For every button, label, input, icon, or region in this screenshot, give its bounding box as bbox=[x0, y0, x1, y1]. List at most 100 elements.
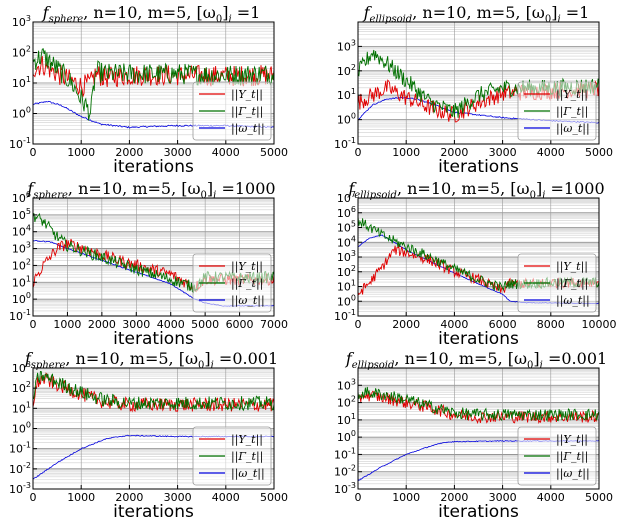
legend: ||Y_t|| ||Γ_t|| ||ω_t|| bbox=[192, 253, 272, 313]
y-tick-label: 103 bbox=[337, 38, 356, 53]
x-tick-label: 0 bbox=[355, 146, 362, 159]
legend-box bbox=[192, 253, 272, 313]
x-tick-label: 3000 bbox=[489, 491, 517, 504]
y-tick-label: 10-1 bbox=[334, 308, 356, 323]
y-tick-label: 10-1 bbox=[334, 446, 356, 461]
axes-frame bbox=[357, 21, 600, 145]
y-tick-label: 100 bbox=[337, 112, 356, 127]
x-tick-label: 8000 bbox=[537, 318, 565, 331]
x-tick-label: 1000 bbox=[67, 146, 95, 159]
x-tick-label: 2000 bbox=[440, 491, 468, 504]
legend: ||Y_t|| ||Γ_t|| ||ω_t|| bbox=[192, 426, 272, 486]
x-tick-label: 4000 bbox=[212, 491, 240, 504]
x-tick-label: 2000 bbox=[392, 318, 420, 331]
legend-label: ||Γ_t|| bbox=[231, 450, 263, 464]
y-tick-label: 102 bbox=[12, 257, 31, 272]
y-tick-label: 102 bbox=[12, 45, 31, 60]
legend-box bbox=[517, 81, 597, 141]
legend-box bbox=[192, 426, 272, 486]
x-tick-label: 2000 bbox=[115, 146, 143, 159]
y-tick-label: 101 bbox=[12, 400, 31, 415]
y-tick-label: 100 bbox=[12, 291, 31, 306]
axes-frame bbox=[32, 197, 275, 317]
x-tick-label: 7000 bbox=[260, 318, 288, 331]
y-tick-label: 103 bbox=[337, 249, 356, 264]
x-tick-label: 1000 bbox=[53, 318, 81, 331]
legend-label: ||ω_t|| bbox=[556, 294, 590, 308]
y-tick-label: 101 bbox=[12, 75, 31, 90]
series-line-y bbox=[33, 56, 274, 98]
x-tick-label: 1000 bbox=[392, 146, 420, 159]
x-axis-label: iterations bbox=[113, 329, 194, 349]
x-tick-label: 2000 bbox=[88, 318, 116, 331]
x-tick-label: 0 bbox=[30, 318, 37, 331]
x-tick-label: 0 bbox=[355, 491, 362, 504]
y-tick-label: 101 bbox=[12, 274, 31, 289]
y-tick-label: 100 bbox=[337, 429, 356, 444]
x-tick-label: 3000 bbox=[489, 146, 517, 159]
legend: ||Y_t|| ||Γ_t|| ||ω_t|| bbox=[517, 253, 597, 313]
x-tick-label: 5000 bbox=[585, 146, 613, 159]
legend-label: ||ω_t|| bbox=[231, 122, 265, 136]
x-axis-label: iterations bbox=[438, 157, 519, 177]
y-tick-label: 106 bbox=[12, 190, 31, 205]
legend-label: ||Y_t|| bbox=[556, 433, 588, 447]
y-tick-label: 102 bbox=[337, 264, 356, 279]
y-tick-label: 102 bbox=[337, 63, 356, 78]
legend-box bbox=[517, 426, 597, 486]
x-tick-label: 0 bbox=[30, 491, 37, 504]
chart-title: fellipsoid, n=10, m=5, [ω0]i =1000 bbox=[347, 179, 604, 201]
y-tick-label: 105 bbox=[12, 207, 31, 222]
chart-panel-2: 0 1000 2000 3000 4000 5000 10-1 100 101 102 103 ite… bbox=[334, 3, 613, 177]
x-axis-label: iterations bbox=[438, 329, 519, 349]
y-tick-label: 10-3 bbox=[9, 481, 31, 496]
x-tick-label: 4000 bbox=[157, 318, 185, 331]
y-tick-label: 104 bbox=[12, 224, 31, 239]
chart-panel-6: 0 1000 2000 3000 4000 5000 10-3 10-2 10-1 100 101 1… bbox=[334, 349, 613, 518]
x-tick-label: 4000 bbox=[537, 146, 565, 159]
legend-label: ||ω_t|| bbox=[556, 122, 590, 136]
x-axis-label: iterations bbox=[113, 157, 194, 177]
x-tick-label: 4000 bbox=[212, 146, 240, 159]
legend-box bbox=[517, 253, 597, 313]
y-tick-label: 102 bbox=[337, 395, 356, 410]
chart-title: fsphere, n=10, m=5, [ω0]i =1000 bbox=[26, 179, 275, 201]
chart-title: fsphere, n=10, m=5, [ω0]i =0.001 bbox=[24, 349, 278, 371]
x-tick-label: 5000 bbox=[191, 318, 219, 331]
chart-panel-4: 0 2000 4000 6000 8000 1000010-110010110210310… bbox=[334, 179, 616, 349]
legend-label: ||Y_t|| bbox=[556, 88, 588, 102]
y-tick-label: 102 bbox=[12, 380, 31, 395]
x-tick-label: 0 bbox=[30, 146, 37, 159]
y-tick-label: 10-1 bbox=[334, 136, 356, 151]
x-tick-label: 2000 bbox=[440, 146, 468, 159]
legend: ||Y_t|| ||Γ_t|| ||ω_t|| bbox=[517, 81, 597, 141]
legend: ||Y_t|| ||Γ_t|| ||ω_t|| bbox=[192, 81, 272, 141]
legend-label: ||Y_t|| bbox=[231, 88, 263, 102]
legend-label: ||ω_t|| bbox=[556, 467, 590, 481]
chart-panel-5: 0 1000 2000 3000 4000 5000 10-3 10-2 10-1 100 101 1… bbox=[9, 349, 288, 518]
y-tick-label: 10-1 bbox=[9, 136, 31, 151]
x-tick-label: 4000 bbox=[440, 318, 468, 331]
y-tick-label: 103 bbox=[12, 241, 31, 256]
y-tick-label: 10-1 bbox=[9, 308, 31, 323]
chart-panel-1: 0 1000 2000 3000 4000 5000 10-1 100 101 102 103 ite… bbox=[9, 3, 288, 177]
legend-label: ||Γ_t|| bbox=[556, 105, 588, 119]
x-tick-label: 5000 bbox=[260, 491, 288, 504]
x-tick-label: 1000 bbox=[392, 491, 420, 504]
x-tick-label: 5000 bbox=[585, 491, 613, 504]
y-tick-label: 101 bbox=[337, 87, 356, 102]
legend-label: ||Γ_t|| bbox=[231, 105, 263, 119]
x-tick-label: 6000 bbox=[489, 318, 517, 331]
x-tick-label: 4000 bbox=[537, 491, 565, 504]
y-tick-label: 106 bbox=[337, 205, 356, 220]
x-tick-label: 3000 bbox=[164, 491, 192, 504]
legend-label: ||Γ_t|| bbox=[231, 277, 263, 291]
x-tick-label: 3000 bbox=[164, 146, 192, 159]
y-tick-label: 10-1 bbox=[9, 441, 31, 456]
y-tick-label: 105 bbox=[337, 220, 356, 235]
y-tick-label: 10-2 bbox=[334, 464, 356, 479]
x-axis-label: iterations bbox=[438, 502, 519, 518]
legend: ||Y_t|| ||Γ_t|| ||ω_t|| bbox=[517, 426, 597, 486]
axes-frame bbox=[357, 367, 600, 490]
